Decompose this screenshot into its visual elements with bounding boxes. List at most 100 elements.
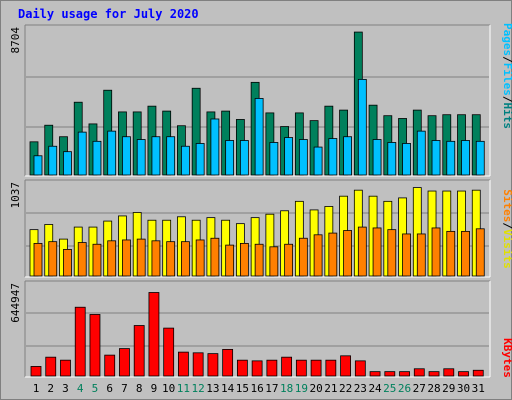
kbytes-bar bbox=[413, 368, 425, 377]
x-axis-label: 12 bbox=[192, 382, 205, 395]
x-axis-label: 4 bbox=[77, 382, 84, 395]
legend-separator: / bbox=[501, 56, 512, 63]
kbytes-bar bbox=[266, 359, 278, 377]
legend-separator: / bbox=[501, 222, 512, 229]
files-bar bbox=[166, 136, 176, 176]
files-bar bbox=[387, 142, 397, 176]
legend-kbytes: KBytes bbox=[501, 338, 512, 378]
x-axis-label: 1 bbox=[33, 382, 40, 395]
files-bar bbox=[254, 98, 264, 176]
kbytes-bar bbox=[428, 371, 440, 377]
files-bar bbox=[431, 140, 441, 176]
x-axis-label: 26 bbox=[398, 382, 411, 395]
kbytes-bar bbox=[310, 359, 322, 377]
files-bar bbox=[269, 142, 279, 176]
series-legend: Pages/Files/Hits bbox=[501, 23, 512, 129]
files-bar bbox=[107, 130, 117, 176]
kbytes-bar bbox=[74, 306, 86, 377]
series-legend: KBytes bbox=[501, 338, 512, 378]
sites-bar bbox=[328, 232, 338, 277]
kbytes-bar bbox=[119, 348, 130, 377]
sites-bar bbox=[372, 227, 382, 277]
sites-bar bbox=[107, 240, 117, 277]
kbytes-bar bbox=[163, 327, 175, 377]
x-axis-label: 31 bbox=[472, 382, 485, 395]
x-axis-label: 21 bbox=[324, 382, 337, 395]
kbytes-bar bbox=[178, 351, 189, 377]
x-axis-label: 19 bbox=[295, 382, 308, 395]
files-bar bbox=[33, 155, 43, 176]
x-axis-label: 6 bbox=[106, 382, 113, 395]
x-axis-label: 20 bbox=[309, 382, 322, 395]
legend-visits: Visits bbox=[501, 229, 512, 269]
sites-bar bbox=[298, 237, 308, 277]
kbytes-bar bbox=[251, 360, 263, 377]
files-bar bbox=[328, 138, 338, 176]
files-bar bbox=[136, 139, 146, 176]
kbytes-bar bbox=[354, 360, 366, 377]
kbytes-bar bbox=[399, 371, 410, 377]
sites-bar bbox=[239, 242, 249, 277]
x-axis-label: 3 bbox=[62, 382, 69, 395]
kbytes-bar bbox=[472, 369, 484, 377]
kbytes-bar bbox=[207, 353, 219, 377]
kbytes-bar bbox=[443, 368, 455, 377]
sites-bar bbox=[166, 241, 176, 277]
sites-bar bbox=[357, 226, 367, 277]
legend-hits: Hits bbox=[501, 103, 512, 130]
kbytes-bar bbox=[30, 366, 42, 377]
x-axis-label: 25 bbox=[383, 382, 396, 395]
sites-bar bbox=[343, 230, 352, 277]
sites-bar bbox=[416, 233, 426, 277]
kbytes-bar bbox=[295, 359, 307, 377]
kbytes-bar bbox=[369, 371, 381, 377]
x-axis-label: 16 bbox=[251, 382, 264, 395]
x-axis-label: 23 bbox=[354, 382, 367, 395]
files-bar bbox=[151, 136, 161, 176]
files-bar bbox=[92, 140, 102, 176]
sites-bar bbox=[48, 241, 58, 277]
files-bar bbox=[225, 140, 235, 176]
x-axis-label: 15 bbox=[236, 382, 249, 395]
series-legend: Sites/Visits bbox=[501, 189, 512, 269]
x-axis-label: 13 bbox=[206, 382, 219, 395]
files-bar bbox=[298, 139, 308, 176]
x-axis-label: 17 bbox=[265, 382, 278, 395]
chart-title: Daily usage for July 2020 bbox=[18, 7, 199, 21]
x-axis-label: 8 bbox=[136, 382, 143, 395]
sites-bar bbox=[77, 242, 87, 277]
kbytes-bar bbox=[222, 348, 234, 377]
x-axis-label: 27 bbox=[413, 382, 426, 395]
sites-bar bbox=[446, 230, 456, 277]
files-bar bbox=[181, 145, 190, 176]
kbytes-bar bbox=[192, 352, 204, 377]
kbytes-bar bbox=[458, 371, 469, 377]
x-axis-label: 24 bbox=[368, 382, 382, 395]
kbytes-bar bbox=[104, 354, 116, 377]
x-axis-label: 9 bbox=[151, 382, 158, 395]
files-bar bbox=[313, 146, 323, 176]
files-bar bbox=[284, 137, 294, 176]
y-max-label: 1037 bbox=[9, 182, 22, 209]
kbytes-bar bbox=[325, 359, 337, 377]
sites-bar bbox=[475, 228, 485, 277]
sites-bar bbox=[33, 242, 43, 277]
legend-files: Files bbox=[501, 63, 512, 96]
files-bar bbox=[357, 78, 367, 176]
files-bar bbox=[122, 136, 131, 176]
kbytes-bar bbox=[281, 356, 293, 377]
sites-bar bbox=[431, 227, 441, 277]
x-axis-label: 11 bbox=[177, 382, 190, 395]
files-bar bbox=[475, 140, 485, 176]
sites-bar bbox=[122, 239, 131, 277]
sites-bar bbox=[136, 238, 146, 277]
x-axis-label: 10 bbox=[162, 382, 175, 395]
sites-bar bbox=[284, 243, 294, 277]
x-axis-label: 29 bbox=[442, 382, 455, 395]
x-axis-label: 7 bbox=[121, 382, 128, 395]
sites-bar bbox=[181, 241, 190, 277]
x-axis-label: 5 bbox=[92, 382, 99, 395]
sites-bar bbox=[210, 237, 220, 277]
files-bar bbox=[343, 136, 352, 176]
